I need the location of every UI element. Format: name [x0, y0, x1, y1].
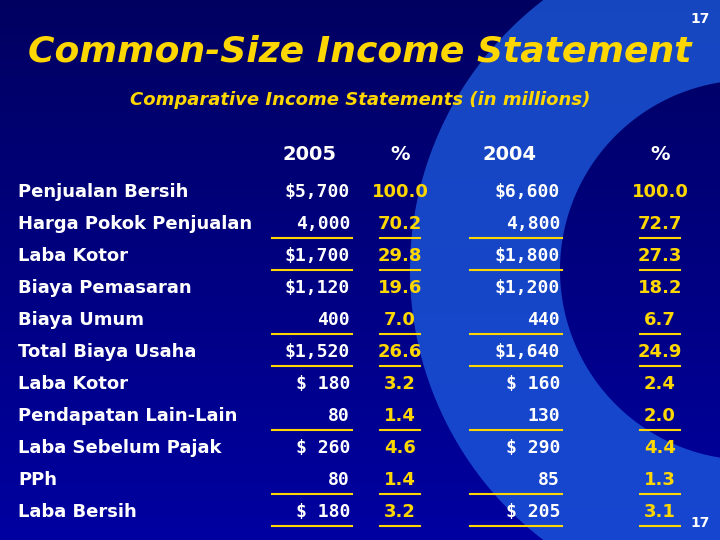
Text: PPh: PPh: [18, 471, 57, 489]
Text: 4,000: 4,000: [296, 215, 350, 233]
Text: 2004: 2004: [483, 145, 537, 165]
Text: 1.4: 1.4: [384, 471, 416, 489]
Text: 100.0: 100.0: [372, 183, 428, 201]
Text: 440: 440: [527, 311, 560, 329]
Text: 1.3: 1.3: [644, 471, 676, 489]
Text: 80: 80: [328, 407, 350, 425]
Text: 130: 130: [527, 407, 560, 425]
Text: 80: 80: [328, 471, 350, 489]
Text: Total Biaya Usaha: Total Biaya Usaha: [18, 343, 197, 361]
Text: Comparative Income Statements (in millions): Comparative Income Statements (in millio…: [130, 91, 590, 109]
Text: 17: 17: [690, 516, 710, 530]
Text: Pendapatan Lain-Lain: Pendapatan Lain-Lain: [18, 407, 238, 425]
Text: Penjualan Bersih: Penjualan Bersih: [18, 183, 189, 201]
Text: $ 180: $ 180: [296, 375, 350, 393]
Text: $1,520: $1,520: [284, 343, 350, 361]
Text: 4,800: 4,800: [505, 215, 560, 233]
Text: 3.2: 3.2: [384, 503, 416, 521]
Text: 6.7: 6.7: [644, 311, 676, 329]
Text: 100.0: 100.0: [631, 183, 688, 201]
Text: 2005: 2005: [283, 145, 337, 165]
Text: 4.4: 4.4: [644, 439, 676, 457]
Text: 72.7: 72.7: [638, 215, 682, 233]
Text: Biaya Umum: Biaya Umum: [18, 311, 144, 329]
Text: Biaya Pemasaran: Biaya Pemasaran: [18, 279, 192, 297]
Text: Laba Sebelum Pajak: Laba Sebelum Pajak: [18, 439, 222, 457]
Text: $1,640: $1,640: [495, 343, 560, 361]
Text: Laba Kotor: Laba Kotor: [18, 247, 128, 265]
Text: $ 180: $ 180: [296, 503, 350, 521]
Text: $ 205: $ 205: [505, 503, 560, 521]
Text: $6,600: $6,600: [495, 183, 560, 201]
Text: $ 290: $ 290: [505, 439, 560, 457]
Text: 7.0: 7.0: [384, 311, 416, 329]
Text: %: %: [390, 145, 410, 165]
Text: 3.2: 3.2: [384, 375, 416, 393]
Text: $1,200: $1,200: [495, 279, 560, 297]
Text: $1,120: $1,120: [284, 279, 350, 297]
Text: Common-Size Income Statement: Common-Size Income Statement: [28, 35, 692, 69]
Text: 70.2: 70.2: [378, 215, 422, 233]
Text: 85: 85: [539, 471, 560, 489]
Polygon shape: [410, 0, 720, 540]
Text: $ 260: $ 260: [296, 439, 350, 457]
Text: 26.6: 26.6: [378, 343, 422, 361]
Text: Laba Bersih: Laba Bersih: [18, 503, 137, 521]
Text: Harga Pokok Penjualan: Harga Pokok Penjualan: [18, 215, 252, 233]
Text: 1.4: 1.4: [384, 407, 416, 425]
Text: 27.3: 27.3: [638, 247, 682, 265]
Text: 2.4: 2.4: [644, 375, 676, 393]
Text: $1,700: $1,700: [284, 247, 350, 265]
Text: 19.6: 19.6: [378, 279, 422, 297]
Text: $ 160: $ 160: [505, 375, 560, 393]
Text: $1,800: $1,800: [495, 247, 560, 265]
Text: $5,700: $5,700: [284, 183, 350, 201]
Text: 29.8: 29.8: [378, 247, 422, 265]
Text: 17: 17: [690, 12, 710, 26]
Text: 4.6: 4.6: [384, 439, 416, 457]
Text: 18.2: 18.2: [638, 279, 683, 297]
Text: 2.0: 2.0: [644, 407, 676, 425]
Text: 3.1: 3.1: [644, 503, 676, 521]
Text: Laba Kotor: Laba Kotor: [18, 375, 128, 393]
Text: %: %: [650, 145, 670, 165]
Text: 400: 400: [318, 311, 350, 329]
Text: 24.9: 24.9: [638, 343, 682, 361]
